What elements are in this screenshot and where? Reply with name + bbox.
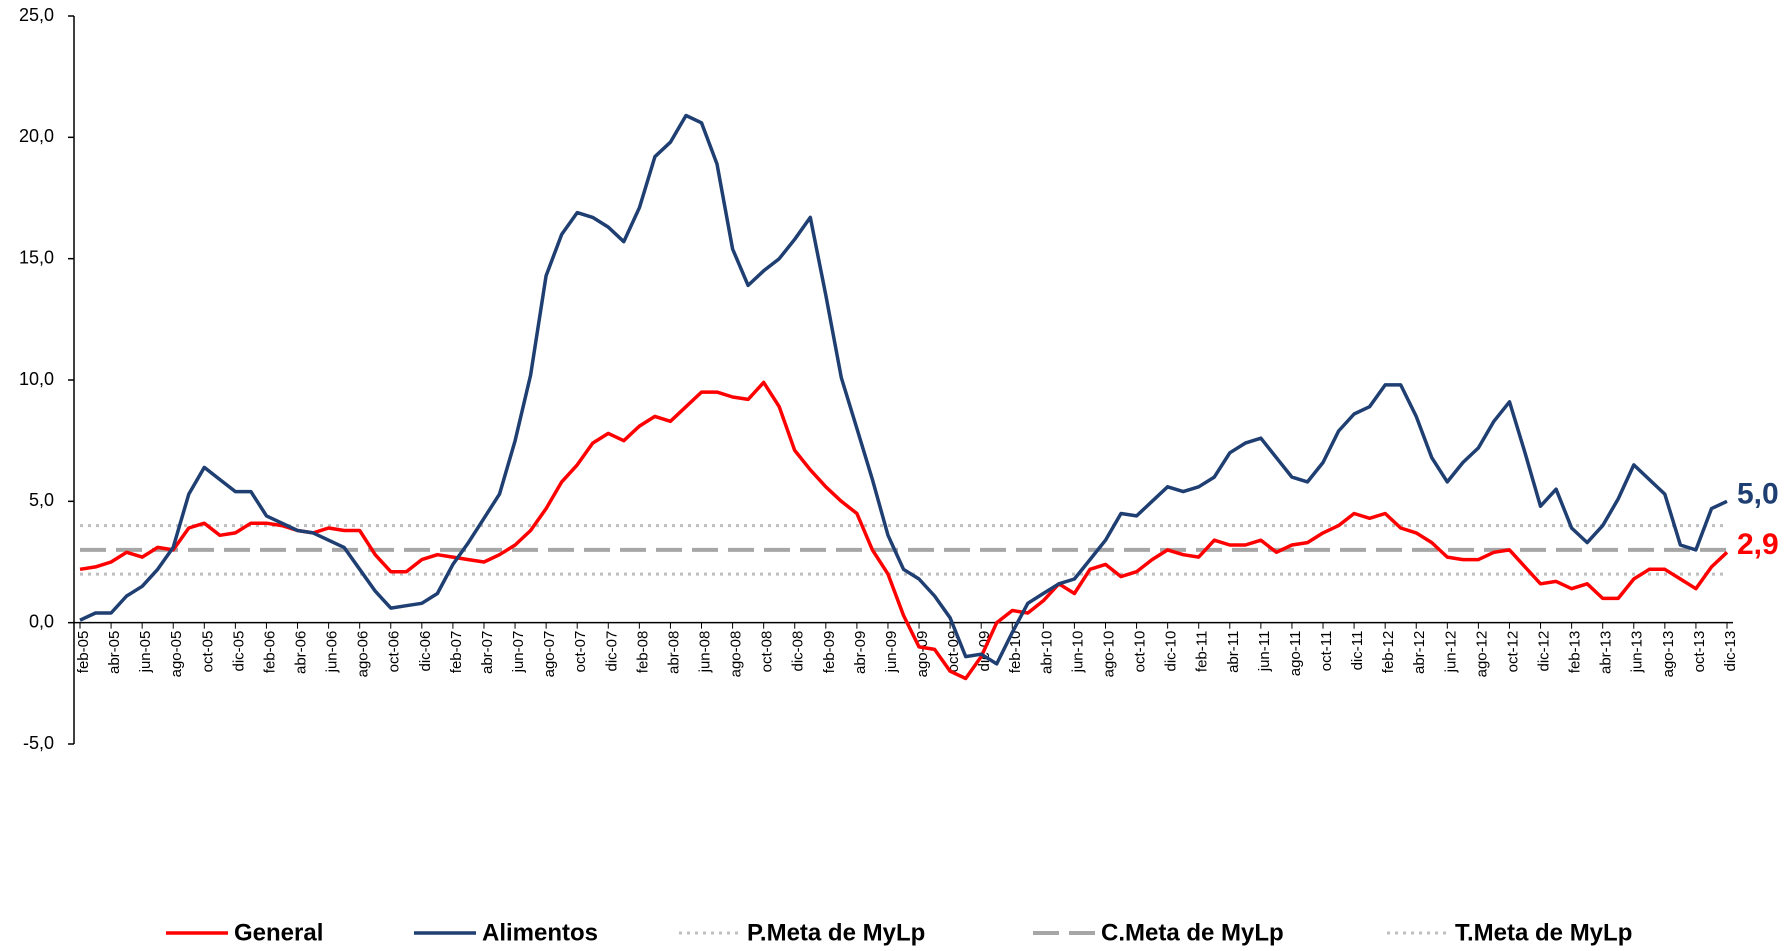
x-tick-label: oct-12	[1504, 631, 1521, 673]
x-tick-label: dic-08	[790, 631, 807, 672]
x-tick-label: ago-09	[914, 631, 931, 678]
x-tick-label: oct-07	[572, 631, 589, 673]
x-tick-label: jun-13	[1629, 631, 1646, 674]
x-tick-label: oct-05	[199, 631, 216, 673]
x-tick-label: abr-13	[1598, 631, 1615, 674]
x-tick-label: dic-12	[1536, 631, 1553, 672]
x-tick-label: abr-09	[852, 631, 869, 674]
x-tick-label: jun-12	[1442, 631, 1459, 674]
x-tick-label: jun-09	[883, 631, 900, 674]
y-tick-label: 15,0	[19, 247, 54, 267]
x-tick-label: abr-08	[665, 631, 682, 674]
x-tick-label: ago-13	[1660, 631, 1677, 678]
x-tick-label: feb-13	[1567, 631, 1584, 674]
x-tick-label: ago-12	[1473, 631, 1490, 678]
x-tick-label: jun-08	[696, 631, 713, 674]
x-tick-label: feb-09	[821, 631, 838, 674]
x-tick-label: dic-07	[603, 631, 620, 672]
legend-label: P.Meta de MyLp	[747, 919, 925, 946]
y-tick-label: 20,0	[19, 126, 54, 146]
x-tick-label: ago-05	[168, 631, 185, 678]
x-tick-label: oct-08	[759, 631, 776, 673]
x-tick-label: ago-06	[355, 631, 372, 678]
series-line	[79, 380, 1729, 681]
x-tick-label: abr-12	[1411, 631, 1428, 674]
legend-label: General	[234, 919, 323, 946]
x-tick-label: jun-07	[510, 631, 527, 674]
x-tick-label: abr-05	[106, 631, 123, 674]
legend-label: Alimentos	[482, 919, 598, 946]
end-value-label: 5,0	[1737, 477, 1779, 510]
x-tick-label: feb-05	[75, 631, 92, 674]
x-tick-label: feb-10	[1007, 631, 1024, 674]
x-tick-label: dic-11	[1349, 631, 1366, 671]
x-tick-label: feb-07	[448, 631, 465, 674]
x-tick-label: dic-10	[1163, 631, 1180, 672]
x-tick-label: feb-08	[634, 631, 651, 674]
x-tick-label: dic-06	[417, 631, 434, 672]
x-tick-label: abr-07	[479, 631, 496, 674]
x-tick-label: oct-06	[386, 631, 403, 673]
x-tick-label: feb-11	[1194, 631, 1211, 672]
x-tick-label: abr-06	[292, 631, 309, 674]
x-tick-label: abr-10	[1038, 631, 1055, 674]
x-tick-label: feb-12	[1380, 631, 1397, 674]
y-tick-label: 5,0	[29, 490, 54, 510]
series-line	[79, 113, 1728, 666]
legend-label: T.Meta de MyLp	[1455, 919, 1632, 946]
x-tick-label: oct-10	[1132, 631, 1149, 673]
x-tick-label: jun-11	[1256, 631, 1273, 673]
y-tick-label: -5,0	[23, 733, 54, 753]
x-tick-label: ago-10	[1100, 631, 1117, 678]
x-tick-label: ago-07	[541, 631, 558, 678]
y-tick-label: 25,0	[19, 5, 54, 25]
x-tick-label: dic-13	[1722, 631, 1739, 672]
legend-label: C.Meta de MyLp	[1101, 919, 1284, 946]
x-tick-label: oct-11	[1318, 631, 1335, 672]
x-tick-label: feb-06	[261, 631, 278, 674]
y-tick-label: 0,0	[29, 611, 54, 631]
x-tick-label: jun-05	[137, 631, 154, 674]
y-tick-label: 10,0	[19, 369, 54, 389]
x-tick-label: abr-11	[1225, 631, 1242, 673]
x-tick-label: ago-11	[1287, 631, 1304, 677]
x-tick-label: jun-06	[324, 631, 341, 674]
x-tick-label: ago-08	[728, 631, 745, 678]
x-tick-label: jun-10	[1069, 631, 1086, 674]
x-tick-label: dic-05	[230, 631, 247, 672]
x-tick-label: oct-13	[1691, 631, 1708, 673]
end-value-label: 2,9	[1737, 528, 1779, 561]
